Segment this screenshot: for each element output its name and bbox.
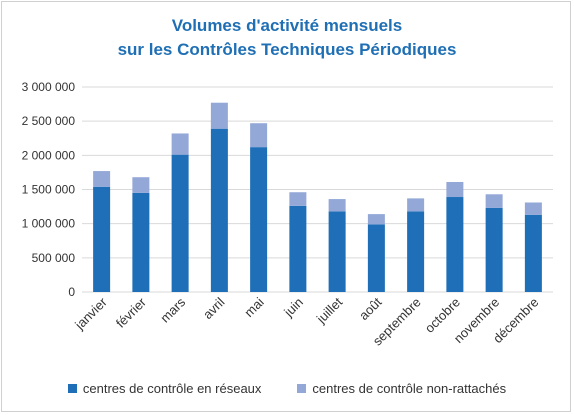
bar-février-series-1	[132, 192, 150, 292]
x-tick-label-mai: mai	[241, 294, 266, 319]
y-tick-label: 2 000 000	[22, 148, 76, 162]
x-axis-tick-labels: janvier février mars avril mai juin juillet aoû…	[71, 294, 541, 349]
bar-avril-series-2	[210, 102, 228, 129]
bar-juillet-series-1	[328, 211, 346, 292]
y-axis-tick-labels: 0 500 000 1 000 000 1 500 000 2 000 000 2 500…	[22, 80, 76, 299]
bars	[93, 102, 542, 292]
bar-juin-series-2	[289, 192, 307, 206]
bar-mai-series-1	[250, 147, 268, 292]
bar-août-series-1	[367, 224, 385, 292]
bar-mars-series-1	[171, 154, 189, 292]
bar-octobre-series-1	[446, 197, 464, 292]
legend-item-series-1: centres de contrôle en réseaux	[67, 380, 262, 396]
legend-swatch-series-1	[67, 383, 77, 393]
legend-item-series-2: centres de contrôle non-rattachés	[297, 381, 506, 396]
legend-swatch-series-2	[297, 383, 307, 393]
bar-novembre-series-1	[485, 207, 503, 292]
legend: centres de contrôle en réseaux centres d…	[0, 378, 574, 398]
legend-label-series-2: centres de contrôle non-rattachés	[312, 380, 507, 396]
bar-octobre-series-2	[446, 181, 464, 198]
y-tick-label: 0	[68, 285, 75, 299]
x-tick-label-juillet: juillet	[313, 294, 346, 327]
bar-janvier-series-2	[93, 171, 111, 187]
x-tick-label-août: août	[356, 294, 385, 323]
x-tick-label-avril: avril	[200, 294, 228, 322]
chart-title: Volumes d'activité mensuels sur les Cont…	[0, 14, 574, 62]
x-tick-label-janvier: janvier	[71, 294, 110, 333]
x-tick-label-mars: mars	[157, 294, 188, 325]
bar-septembre-series-2	[407, 198, 425, 212]
bar-février-series-2	[132, 177, 150, 193]
chart-title-line-1: Volumes d'activité mensuels	[171, 16, 403, 35]
bar-juillet-series-2	[328, 199, 346, 212]
x-tick-label-février: février	[113, 294, 150, 331]
y-tick-label: 1 500 000	[22, 183, 76, 197]
y-tick-label: 1 000 000	[22, 217, 76, 231]
y-tick-label: 500 000	[32, 251, 76, 265]
legend-label-series-1: centres de contrôle en réseaux	[82, 380, 262, 396]
bar-septembre-series-1	[407, 211, 425, 292]
bar-mars-series-2	[171, 133, 189, 155]
bar-novembre-series-2	[485, 194, 503, 208]
bar-décembre-series-2	[524, 202, 542, 215]
chart-title-line-2: sur les Contrôles Techniques Périodiques	[117, 40, 457, 59]
y-tick-label: 3 000 000	[22, 80, 76, 94]
x-tick-label-juin: juin	[280, 295, 306, 321]
y-tick-label: 2 500 000	[22, 114, 76, 128]
bar-avril-series-1	[210, 128, 228, 292]
bar-juin-series-1	[289, 205, 307, 292]
bar-mai-series-2	[250, 123, 268, 148]
gridlines	[82, 86, 553, 293]
bar-décembre-series-1	[524, 214, 542, 292]
bar-août-series-2	[367, 214, 385, 225]
bar-janvier-series-1	[93, 186, 111, 292]
